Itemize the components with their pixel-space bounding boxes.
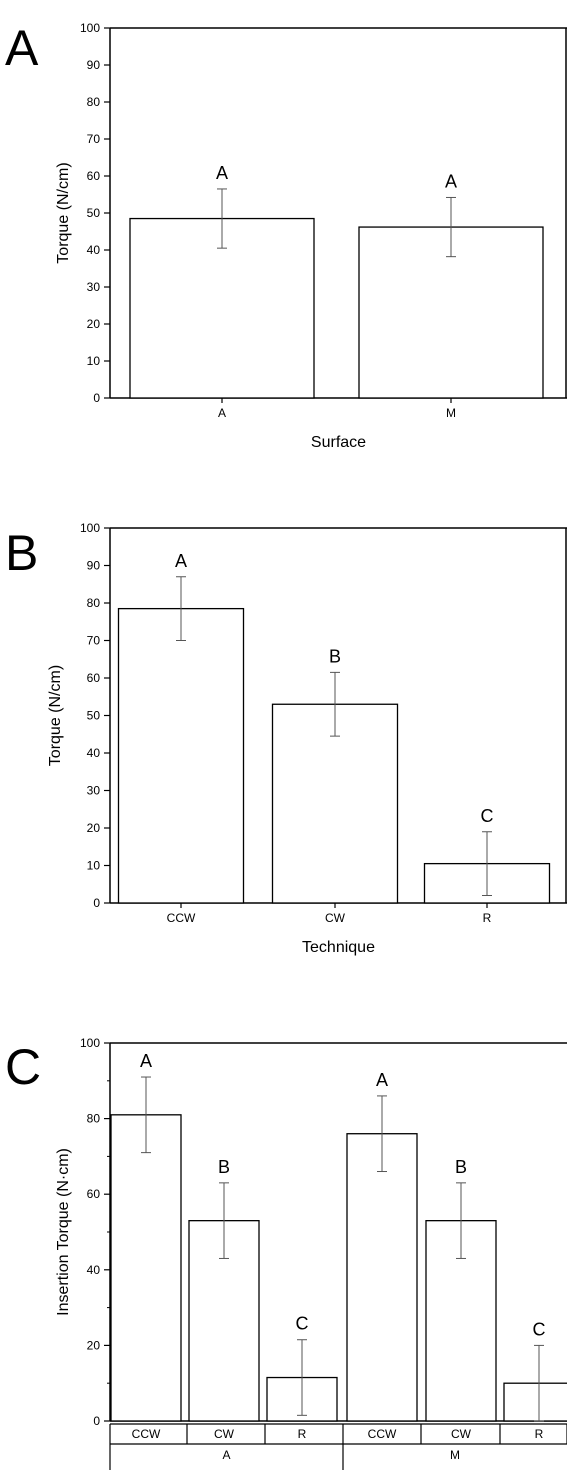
panel-b-bar	[117, 607, 245, 904]
panel-b-significance-label: A	[175, 551, 187, 571]
panel-a-x-tick-label: M	[446, 406, 456, 420]
panel-b-bar	[271, 703, 399, 904]
panel-b-y-tick-label: 40	[87, 746, 101, 760]
panel-b-x-tick-label: CCW	[167, 911, 196, 925]
panel-c-x-tick-label: CW	[214, 1427, 235, 1441]
panel-a-y-tick-label: 80	[87, 95, 101, 109]
panel-c-significance-label: C	[296, 1314, 309, 1334]
panel-c-letter: C	[5, 1039, 41, 1095]
panel-c-y-tick-label: 20	[87, 1338, 101, 1352]
panel-a-x-tick-label: A	[218, 406, 226, 420]
panel-c-x-tick-label: CCW	[132, 1427, 161, 1441]
panel-a-significance-label: A	[216, 163, 228, 183]
panel-c-significance-label: B	[455, 1157, 467, 1177]
panel-b-y-tick-label: 50	[87, 709, 101, 723]
panel-c-bar	[110, 1114, 182, 1422]
panel-b-y-tick-label: 20	[87, 821, 101, 835]
panel-a-y-tick-label: 50	[87, 206, 101, 220]
panel-b-x-tick-label: R	[483, 911, 492, 925]
panel-b-x-axis-label: Technique	[302, 939, 375, 956]
panel-b-y-tick-label: 100	[80, 521, 100, 535]
panel-a-y-tick-label: 90	[87, 58, 101, 72]
panel-b-significance-label: C	[481, 806, 494, 826]
panel-c-x-tick-label: R	[535, 1427, 544, 1441]
panel-c-significance-label: A	[140, 1051, 152, 1071]
panel-b-significance-label: B	[329, 646, 341, 666]
panel-c-significance-label: A	[376, 1070, 388, 1090]
panel-c-group-label: A	[222, 1448, 230, 1462]
panel-a-y-tick-label: 30	[87, 280, 101, 294]
panel-b-letter: B	[5, 525, 38, 581]
panel-a-y-axis-label: Torque (N/cm)	[55, 162, 72, 263]
panel-c-x-tick-label: CCW	[368, 1427, 397, 1441]
panel-a-y-tick-label: 40	[87, 243, 101, 257]
panel-c-y-tick-label: 100	[80, 1036, 100, 1050]
panel-c-group-label: M	[450, 1448, 460, 1462]
panel-a-y-tick-label: 60	[87, 169, 101, 183]
panel-b-y-tick-label: 0	[93, 896, 100, 910]
panel-a-y-tick-label: 20	[87, 317, 101, 331]
panel-b-y-tick-label: 80	[87, 596, 101, 610]
panel-c-x-tick-label: R	[298, 1427, 307, 1441]
panel-c-y-tick-label: 40	[87, 1263, 101, 1277]
panel-b-y-tick-label: 10	[87, 859, 101, 873]
panel-a-y-tick-label: 10	[87, 354, 101, 368]
panel-b-y-tick-label: 30	[87, 784, 101, 798]
panel-b-y-axis-label: Torque (N/cm)	[47, 665, 64, 766]
panel-b-y-tick-label: 70	[87, 634, 101, 648]
panel-a-significance-label: A	[445, 171, 457, 191]
panel-c-significance-label: B	[218, 1157, 230, 1177]
panel-c-bar	[188, 1220, 260, 1422]
panel-b-x-tick-label: CW	[325, 911, 346, 925]
panel-a-letter: A	[5, 20, 39, 76]
panel-a-y-tick-label: 70	[87, 132, 101, 146]
panel-a-y-tick-label: 100	[80, 21, 100, 35]
panel-c-x-tick-label: CW	[451, 1427, 472, 1441]
panel-c-bar	[503, 1382, 567, 1422]
panel-c-y-axis-label: Insertion Torque (N·cm)	[55, 1148, 72, 1316]
panel-c-bar	[346, 1133, 418, 1422]
panel-c-y-tick-label: 80	[87, 1112, 101, 1126]
panel-b-y-tick-label: 60	[87, 671, 101, 685]
panel-a-y-tick-label: 0	[93, 391, 100, 405]
panel-c-significance-label: C	[533, 1319, 546, 1339]
panel-c-y-tick-label: 0	[93, 1414, 100, 1428]
panel-b-y-tick-label: 90	[87, 559, 101, 573]
panel-a-x-axis-label: Surface	[311, 434, 366, 451]
panel-c-y-tick-label: 60	[87, 1187, 101, 1201]
